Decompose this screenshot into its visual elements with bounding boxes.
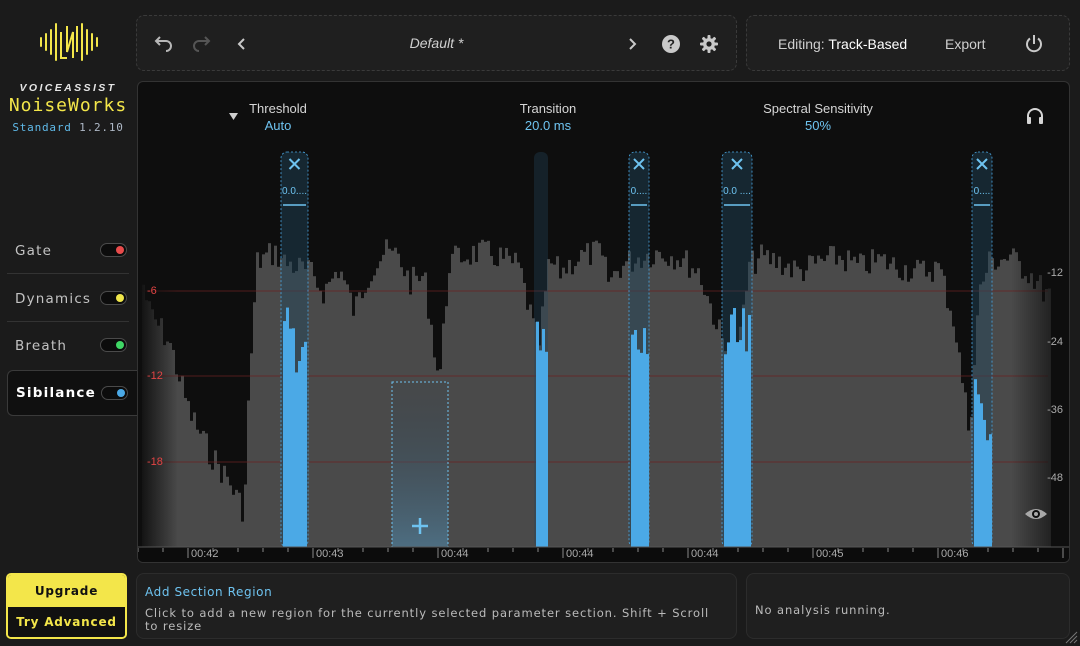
analysis-panel: No analysis running. bbox=[746, 573, 1070, 639]
chevron-right-icon[interactable] bbox=[621, 33, 643, 55]
editing-label: Editing: bbox=[778, 36, 825, 52]
db-label-right: -48 bbox=[1047, 472, 1063, 484]
app-logo: VOICEASSIST NoiseWorks Standard 1.2.10 bbox=[0, 0, 136, 160]
headphones-icon[interactable] bbox=[1027, 108, 1043, 124]
export-button[interactable]: Export bbox=[945, 36, 986, 52]
transition-value: 20.0 ms bbox=[524, 118, 572, 133]
fade-right bbox=[1011, 242, 1069, 547]
sidebar-item-label: Breath bbox=[15, 338, 68, 354]
transition-label: Transition bbox=[519, 101, 577, 116]
svg-text:?: ? bbox=[667, 37, 675, 52]
time-label: 00:45 bbox=[816, 548, 844, 560]
time-label: 00:43 bbox=[316, 548, 344, 560]
hint-title: Add Section Region bbox=[145, 585, 273, 599]
breath-toggle[interactable] bbox=[100, 338, 127, 352]
editing-mode[interactable]: Editing: Track-Based bbox=[778, 36, 907, 52]
sibilance-toggle[interactable] bbox=[101, 386, 128, 400]
sidebar-item-label: Sibilance bbox=[16, 385, 96, 401]
toggle-dot bbox=[116, 294, 124, 302]
time-label: 00:42 bbox=[191, 548, 219, 560]
brand-version: 1.2.10 bbox=[79, 121, 124, 134]
time-label: 00:44 bbox=[441, 548, 469, 560]
redo-icon[interactable] bbox=[191, 33, 213, 55]
sibilance-region[interactable]: 0.... bbox=[971, 151, 993, 548]
gate-toggle[interactable] bbox=[100, 243, 127, 257]
power-icon[interactable] bbox=[1023, 33, 1045, 55]
add-region-ghost[interactable] bbox=[391, 381, 449, 548]
eye-icon[interactable] bbox=[1025, 509, 1047, 519]
close-icon[interactable] bbox=[288, 158, 301, 170]
upgrade-button[interactable]: Upgrade bbox=[8, 575, 125, 607]
sensitivity-value: 50% bbox=[804, 118, 832, 133]
brand-version-line: Standard 1.2.10 bbox=[0, 121, 136, 134]
toggle-dot bbox=[116, 341, 124, 349]
preset-toolbar: Default * ? bbox=[136, 15, 737, 71]
threshold-label: Threshold bbox=[249, 101, 307, 116]
help-icon[interactable]: ? bbox=[660, 33, 682, 55]
dynamics-toggle[interactable] bbox=[100, 291, 127, 305]
db-label-left: -18 bbox=[147, 456, 163, 468]
sibilance-region[interactable] bbox=[534, 152, 548, 547]
region-value-label: 0.... bbox=[974, 186, 991, 197]
resize-handle-icon[interactable] bbox=[1064, 630, 1078, 644]
sidebar-item-label: Gate bbox=[15, 243, 53, 259]
regions-layer: 0.0.... 0.... 0.0 .... 0.... bbox=[280, 151, 993, 548]
chevron-left-icon[interactable] bbox=[231, 33, 253, 55]
brand-tagline: VOICEASSIST bbox=[19, 82, 117, 94]
db-label-left: -6 bbox=[147, 285, 157, 297]
sensitivity-control[interactable]: Spectral Sensitivity 50% bbox=[748, 101, 888, 133]
analysis-status: No analysis running. bbox=[755, 603, 891, 617]
db-label-right: -36 bbox=[1047, 404, 1063, 416]
hint-panel: Add Section Region Click to add a new re… bbox=[136, 573, 737, 639]
divider bbox=[7, 273, 129, 274]
brand-edition: Standard bbox=[12, 121, 72, 134]
time-label: 00:44 bbox=[566, 548, 594, 560]
timeline-ticks bbox=[138, 548, 1064, 558]
gear-icon[interactable] bbox=[698, 33, 720, 55]
threshold-control[interactable]: Threshold Auto bbox=[240, 101, 316, 133]
waveform-display[interactable]: 0.0.... 0.... 0.0 .... 0.... Threshold Auto bbox=[137, 81, 1070, 563]
sidebar-item-gate[interactable]: Gate bbox=[7, 228, 137, 274]
close-icon[interactable] bbox=[633, 158, 645, 170]
db-label-left: -12 bbox=[147, 370, 163, 382]
try-advanced-button[interactable]: Try Advanced bbox=[8, 607, 125, 637]
sidebar-item-breath[interactable]: Breath bbox=[7, 323, 137, 369]
sidebar-item-label: Dynamics bbox=[15, 291, 92, 307]
waveform-canvas[interactable]: 0.0.... 0.... 0.0 .... 0.... bbox=[138, 82, 1070, 563]
fade-left bbox=[138, 242, 178, 547]
waveform-bars bbox=[142, 239, 1051, 548]
waveform-logo-icon bbox=[40, 23, 98, 61]
sensitivity-label: Spectral Sensitivity bbox=[763, 101, 873, 116]
db-label-right: -12 bbox=[1047, 267, 1063, 279]
undo-icon[interactable] bbox=[152, 33, 174, 55]
time-label: 00:46 bbox=[941, 548, 969, 560]
region-value-label: 0.... bbox=[631, 186, 648, 197]
editing-value: Track-Based bbox=[828, 36, 908, 52]
divider bbox=[7, 321, 129, 322]
sidebar-item-sibilance[interactable]: Sibilance bbox=[7, 370, 138, 416]
threshold-value: Auto bbox=[264, 118, 292, 133]
sidebar-item-dynamics[interactable]: Dynamics bbox=[7, 276, 137, 322]
close-icon[interactable] bbox=[731, 158, 743, 170]
edit-mode-bar: Editing: Track-Based Export bbox=[746, 15, 1070, 71]
transition-control[interactable]: Transition 20.0 ms bbox=[503, 101, 593, 133]
time-label: 00:44 bbox=[691, 548, 719, 560]
sibilance-region[interactable]: 0.0.... bbox=[280, 151, 309, 548]
upgrade-box[interactable]: Upgrade Try Advanced bbox=[6, 573, 127, 639]
toggle-dot bbox=[117, 389, 125, 397]
region-value-label: 0.0 .... bbox=[723, 186, 751, 197]
toggle-dot bbox=[116, 246, 124, 254]
sibilance-region[interactable]: 0.0 .... bbox=[721, 151, 753, 548]
hint-description: Click to add a new region for the curren… bbox=[145, 606, 710, 633]
db-label-right: -24 bbox=[1047, 336, 1063, 348]
threshold-dropdown-icon[interactable] bbox=[229, 113, 238, 120]
sibilance-region[interactable]: 0.... bbox=[628, 151, 650, 548]
brand-name: NoiseWorks bbox=[8, 95, 128, 116]
preset-name[interactable]: Default * bbox=[409, 35, 464, 51]
close-icon[interactable] bbox=[976, 158, 988, 170]
region-value-label: 0.0.... bbox=[282, 186, 307, 197]
